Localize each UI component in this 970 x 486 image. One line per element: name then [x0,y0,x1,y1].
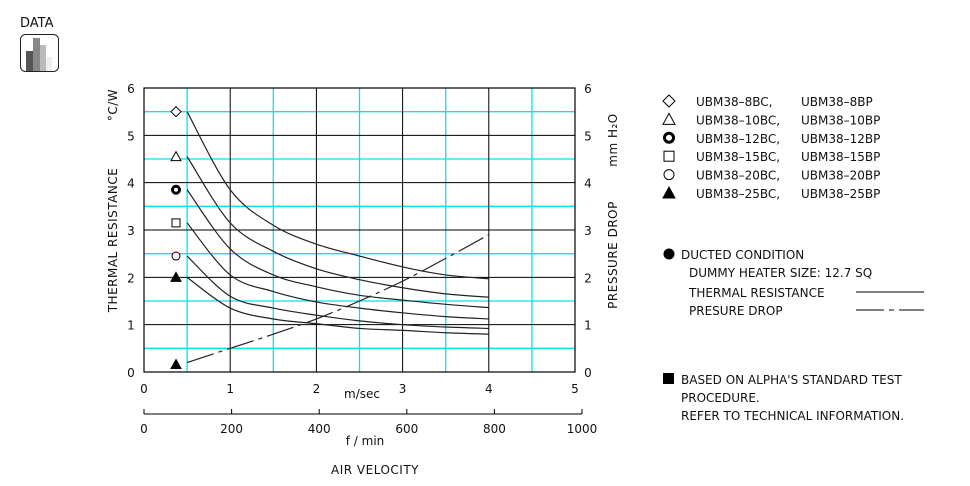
bullet-circle-icon [663,248,675,260]
x2-tick-label: 1000 [567,422,598,436]
x2-tick-label: 600 [395,422,418,436]
thermal-resistance-curve [186,255,489,330]
thermal-resistance-curve [186,189,489,309]
note-line: BASED ON ALPHA'S STANDARD TEST [681,373,902,387]
y2-axis-unit: mm H₂O [606,113,620,166]
plot-frame [143,87,576,373]
bold-circle-marker-icon [663,131,675,144]
y-tick-label: 4 [127,177,135,191]
filled-triangle-marker-icon [662,185,676,199]
note-line: PROCEDURE. [681,391,760,405]
y-axis-title: THERMAL RESISTANCE [106,168,120,314]
square-marker-icon [171,218,181,228]
triangle-marker-icon [662,112,676,125]
y-axis-unit: °C/W [106,89,120,121]
ducted-condition-label: DUCTED CONDITION [681,248,804,262]
legend-bc-label: UBM38–8BC, [696,95,773,109]
y2-tick-label: 2 [584,271,592,285]
thermal-resistance-curve [186,111,489,280]
bold-circle-marker-icon [171,184,181,195]
legend-bc-label: UBM38–12BC, [696,132,780,146]
circle-marker-icon [171,251,181,261]
pressure-drop-legend-label: PRESURE DROP [689,304,783,318]
x-tick-label: 2 [313,382,321,396]
x-tick-label: 0 [140,382,148,396]
legend-bp-label: UBM38–25BP [801,187,880,201]
diamond-marker-icon [662,94,676,108]
x2-tick-label: 800 [483,422,506,436]
y2-axis-title: PRESSURE DROP [606,201,620,309]
y2-tick-label: 3 [584,224,592,238]
thermal-resistance-curve [186,276,489,335]
thermal-resistance-legend-label: THERMAL RESISTANCE [688,286,825,300]
triangle-marker-icon [170,150,182,162]
x-tick-label: 3 [399,382,407,396]
x-tick-label: 4 [485,382,493,396]
x-axis-title: AIR VELOCITY [331,463,419,477]
y-tick-label: 6 [127,82,135,96]
circle-marker-icon [663,169,675,181]
x2-unit-label: f / min [346,434,385,448]
y2-tick-label: 5 [584,129,592,143]
legend-bc-label: UBM38–15BC, [696,150,780,164]
bar-chart-icon [20,34,59,72]
y2-tick-label: 0 [584,366,592,380]
y-tick-label: 2 [127,271,135,285]
x-unit-label: m/sec [344,387,380,401]
legend-bp-label: UBM38–20BP [801,169,880,183]
thermal-resistance-curve [186,156,489,298]
legend-bc-label: UBM38–20BC, [696,169,780,183]
legend-bp-label: UBM38–15BP [801,150,880,164]
pressure-drop-curve [186,234,490,364]
filled-triangle-marker-icon [170,358,182,370]
x2-tick-label: 200 [220,422,243,436]
legend-bp-label: UBM38–10BP [801,113,880,127]
legend-bp-label: UBM38–8BP [801,95,873,109]
y2-tick-label: 1 [584,319,592,333]
heater-size-label: DUMMY HEATER SIZE: 12.7 SQ [689,266,872,280]
x-tick-label: 1 [226,382,234,396]
thermal-resistance-curve [186,222,489,320]
y2-tick-label: 6 [584,82,592,96]
legend-bp-label: UBM38–12BP [801,132,880,146]
x2-tick-label: 400 [308,422,331,436]
x2-tick-label: 0 [140,422,148,436]
legend-bc-label: UBM38–25BC, [696,187,780,201]
y2-tick-label: 4 [584,177,592,191]
diamond-marker-icon [170,105,182,118]
legend-bc-label: UBM38–10BC, [696,113,780,127]
y-tick-label: 0 [127,366,135,380]
x-tick-label: 5 [571,382,579,396]
note-line: REFER TO TECHNICAL INFORMATION. [681,409,904,423]
bullet-square-icon [663,373,674,384]
y-tick-label: 5 [127,129,135,143]
square-marker-icon [663,150,675,162]
y-tick-label: 3 [127,224,135,238]
filled-triangle-marker-icon [170,271,182,282]
y-tick-label: 1 [127,319,135,333]
data-label: DATA [20,16,54,31]
